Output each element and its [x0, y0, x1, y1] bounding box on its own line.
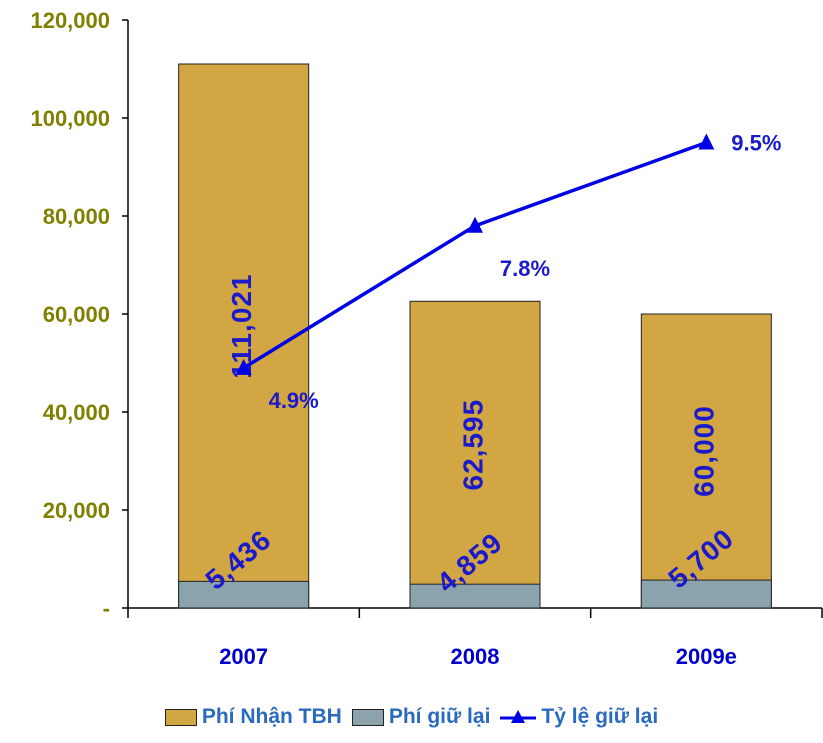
- bar-main: [178, 63, 310, 609]
- legend-label-retained: Phí giữ lại: [388, 705, 491, 728]
- ratio-point-label: 9.5%: [731, 131, 781, 156]
- ratio-point-label: 4.9%: [269, 388, 319, 413]
- bar-main-value-label: 60,000: [689, 405, 720, 497]
- ratio-point-label: 7.8%: [500, 256, 550, 281]
- bar-main: [640, 313, 772, 609]
- x-tick-label: 2008: [451, 644, 500, 669]
- x-ticks: 2007 2008 2009e: [127, 608, 823, 669]
- y-tick-label: -: [103, 596, 110, 621]
- ratio-point-marker: [235, 358, 252, 375]
- legend-swatch-retained: [351, 708, 384, 726]
- legend-item-main: Phí Nhận TBH: [164, 705, 342, 729]
- legend-swatch-main: [164, 708, 197, 726]
- legend-item-retained: Phí giữ lại: [351, 705, 491, 729]
- y-tick-label: 80,000: [43, 204, 110, 229]
- bar-retained: [178, 580, 310, 609]
- y-ticks: - 20,000 40,000 60,000 80,000 100,000 120,000: [30, 8, 128, 621]
- y-tick-label: 60,000: [43, 302, 110, 327]
- ratio-point-marker: [467, 216, 483, 233]
- legend-label-main: Phí Nhận TBH: [201, 705, 342, 728]
- bars-main-series: [178, 63, 772, 609]
- legend-label-ratio: Tỷ lệ giữ lại: [541, 705, 659, 728]
- y-tick-label: 100,000: [30, 106, 110, 131]
- line-series: 4.9% 7.8% 9.5%: [235, 131, 781, 413]
- bar-retained: [640, 579, 772, 609]
- legend-line-triangle-icon: [500, 710, 537, 723]
- x-tick-label: 2009e: [676, 644, 737, 669]
- bar-main: [409, 300, 541, 609]
- x-tick-label: 2007: [219, 644, 268, 669]
- y-tick-label: 40,000: [43, 400, 110, 425]
- bars-retained-series: [178, 579, 772, 609]
- bar-retained: [409, 583, 541, 609]
- y-tick-label: 120,000: [30, 8, 110, 33]
- ratio-point-marker: [698, 133, 715, 150]
- bar-main-value-label: 62,595: [457, 399, 488, 491]
- legend: Phí Nhận TBH Phí giữ lại Tỷ lệ giữ lại: [0, 705, 823, 729]
- y-tick-label: 20,000: [43, 498, 110, 523]
- legend-item-ratio: Tỷ lệ giữ lại: [500, 705, 658, 729]
